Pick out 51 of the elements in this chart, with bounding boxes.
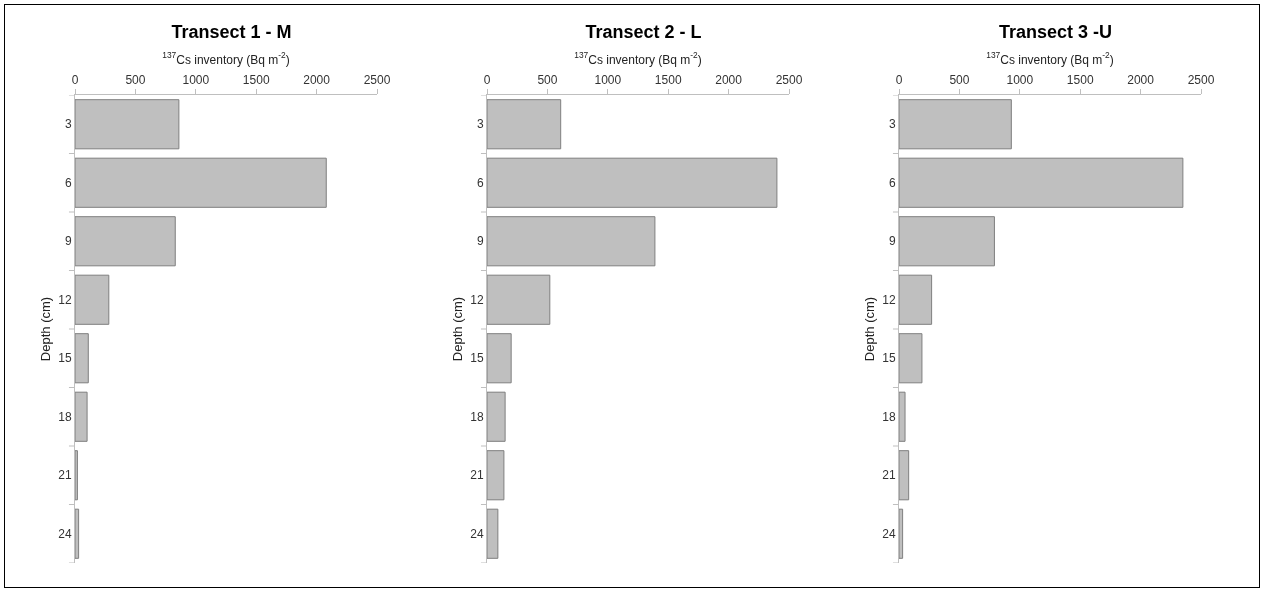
y-tick-label: 21 xyxy=(882,468,896,483)
y-axis-title: Depth (cm) xyxy=(38,296,54,362)
y-tick-label: 12 xyxy=(882,292,896,307)
x-tick-label: 2000 xyxy=(303,73,331,88)
x-tick-label: 0 xyxy=(483,73,491,88)
x-axis-title: $^{137}$Cs inventory (Bq m$^{-2}$) xyxy=(986,50,1114,67)
y-tick-label: 15 xyxy=(58,351,72,366)
y-tick-label: 15 xyxy=(470,351,484,366)
x-tick-label: 1000 xyxy=(182,73,210,88)
x-tick-label: 0 xyxy=(71,73,79,88)
x-tick-label: 1500 xyxy=(654,73,682,88)
x-tick-label: 500 xyxy=(537,73,558,88)
y-tick-label: 24 xyxy=(470,526,484,541)
y-tick-label: 9 xyxy=(476,234,484,249)
chart-title: Transect 3 -U xyxy=(999,21,1113,42)
x-tick-label: 2500 xyxy=(363,73,391,88)
y-tick-label: 24 xyxy=(58,526,72,541)
y-tick-label: 6 xyxy=(888,175,896,190)
x-axis-title: $^{137}$Cs inventory (Bq m$^{-2}$) xyxy=(162,50,290,67)
y-tick-label: 15 xyxy=(882,351,896,366)
x-tick-label: 2000 xyxy=(1127,73,1155,88)
y-tick-label: 3 xyxy=(476,117,484,132)
x-tick-label: 500 xyxy=(125,73,146,88)
y-tick-label: 6 xyxy=(64,175,72,190)
x-tick-label: 1500 xyxy=(1066,73,1094,88)
y-axis-title: Depth (cm) xyxy=(450,296,466,362)
x-tick-label: 2500 xyxy=(775,73,803,88)
chart-title: Transect 2 - L xyxy=(585,21,702,42)
x-tick-label: 2000 xyxy=(715,73,743,88)
y-tick-label: 12 xyxy=(470,292,484,307)
y-tick-label: 18 xyxy=(470,409,484,424)
y-tick-label: 24 xyxy=(882,526,896,541)
x-tick-label: 1000 xyxy=(594,73,622,88)
x-tick-label: 1000 xyxy=(1006,73,1034,88)
x-tick-label: 2500 xyxy=(1187,73,1215,88)
y-tick-label: 9 xyxy=(64,234,72,249)
y-tick-label: 21 xyxy=(58,468,72,483)
y-axis-title: Depth (cm) xyxy=(862,296,878,362)
y-tick-label: 12 xyxy=(58,292,72,307)
x-tick-label: 1500 xyxy=(242,73,270,88)
y-tick-label: 18 xyxy=(58,409,72,424)
y-tick-label: 3 xyxy=(64,117,72,132)
y-tick-label: 21 xyxy=(470,468,484,483)
y-tick-label: 18 xyxy=(882,409,896,424)
x-axis-title: $^{137}$Cs inventory (Bq m$^{-2}$) xyxy=(574,50,702,67)
x-tick-label: 0 xyxy=(895,73,903,88)
y-tick-label: 6 xyxy=(476,175,484,190)
y-tick-label: 9 xyxy=(888,234,896,249)
y-tick-label: 3 xyxy=(888,117,896,132)
x-tick-label: 500 xyxy=(949,73,970,88)
chart-title: Transect 1 - M xyxy=(171,21,292,42)
